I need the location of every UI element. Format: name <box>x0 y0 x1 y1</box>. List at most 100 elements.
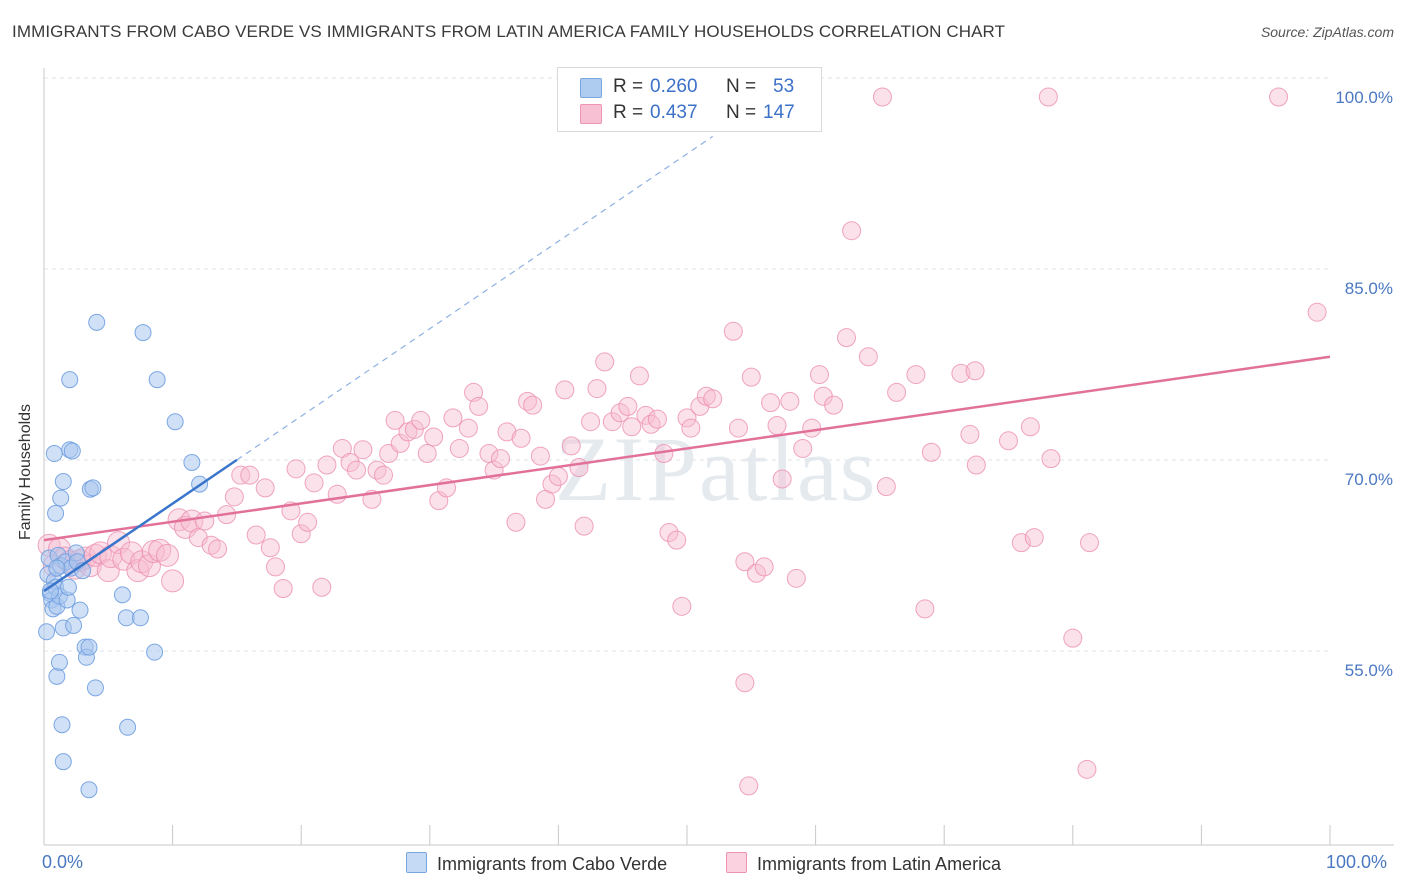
latin-america-point <box>141 540 165 564</box>
legend-r-value: 0.437 <box>650 102 698 123</box>
legend-swatch-pink <box>580 104 602 124</box>
latin-america-point <box>286 459 306 479</box>
cabo-verde-point <box>47 504 65 522</box>
latin-america-point <box>887 382 907 402</box>
latin-america-point <box>723 321 743 341</box>
latin-america-point <box>265 557 285 577</box>
legend-swatch-blue <box>580 78 602 98</box>
bottom-legend-label: Immigrants from Cabo Verde <box>437 854 668 874</box>
cabo-verde-point <box>183 453 201 471</box>
latin-america-point <box>636 405 656 425</box>
latin-america-point <box>1307 302 1327 322</box>
latin-america-point <box>872 87 892 107</box>
y-tick-label: 55.0% <box>1345 661 1393 680</box>
latin-america-point <box>464 382 484 402</box>
cabo-verde-point <box>61 371 79 389</box>
latin-america-point <box>622 417 642 437</box>
trend-line-cabo-verde <box>43 458 238 593</box>
x-tick-label-max: 100.0% <box>1326 852 1388 872</box>
latin-america-point <box>353 440 373 460</box>
series-latin-america-points <box>37 87 1327 796</box>
cabo-verde-point <box>50 653 68 671</box>
latin-america-point <box>317 455 337 475</box>
latin-america-point <box>915 599 935 619</box>
cabo-verde-point <box>52 489 70 507</box>
latin-america-point <box>569 458 589 478</box>
latin-america-point <box>780 391 800 411</box>
latin-america-point <box>491 449 511 469</box>
y-tick-labels: 55.0% 70.0% 85.0% 100.0% <box>1335 88 1393 680</box>
y-tick-label: 85.0% <box>1345 279 1393 298</box>
legend-n-value: 147 <box>763 102 795 123</box>
latin-america-point <box>346 460 366 480</box>
latin-america-point <box>1269 87 1289 107</box>
latin-america-point <box>548 466 568 486</box>
latin-america-point <box>155 543 179 567</box>
latin-america-point <box>424 427 444 447</box>
latin-america-point <box>999 431 1018 451</box>
cabo-verde-point <box>148 371 166 389</box>
cabo-verde-point <box>48 559 66 577</box>
latin-america-point <box>497 422 517 442</box>
latin-america-point <box>746 563 766 583</box>
latin-america-point <box>273 579 293 599</box>
latin-america-point <box>610 403 630 423</box>
cabo-verde-point <box>134 324 152 342</box>
latin-america-point <box>312 577 332 597</box>
latin-america-point <box>793 438 813 458</box>
latin-america-point <box>506 512 526 532</box>
latin-america-point <box>561 436 581 456</box>
latin-america-point <box>618 396 638 416</box>
latin-america-point <box>966 455 986 475</box>
latin-america-point <box>246 525 266 545</box>
cabo-verde-point <box>84 479 102 497</box>
gridlines <box>44 77 1330 652</box>
latin-america-point <box>677 408 697 428</box>
cabo-verde-point <box>166 413 184 431</box>
latin-america-point <box>581 412 601 432</box>
trend-line-cabo-verde-extension <box>236 135 714 461</box>
legend-n-label: N = <box>726 102 757 123</box>
bottom-legend-label: Immigrants from Latin America <box>757 854 1002 874</box>
latin-america-point <box>458 418 478 438</box>
bottom-legend-swatch-pink <box>726 852 747 873</box>
latin-america-point <box>112 547 136 571</box>
cabo-verde-point <box>131 609 149 627</box>
latin-america-point <box>291 524 311 544</box>
latin-america-point <box>511 428 531 448</box>
latin-america-point <box>951 363 971 383</box>
cabo-verde-point <box>54 473 72 491</box>
cabo-verde-point <box>65 616 83 634</box>
latin-america-point <box>411 410 431 430</box>
latin-america-point <box>161 569 185 593</box>
latin-america-point <box>772 469 792 489</box>
latin-america-point <box>960 424 980 444</box>
y-tick-label: 70.0% <box>1345 470 1393 489</box>
bottom-legend-cabo-verde: Immigrants from Cabo Verde <box>406 852 667 875</box>
y-tick-label: 100.0% <box>1335 88 1393 107</box>
latin-america-point <box>224 487 244 507</box>
latin-america-point <box>703 389 723 409</box>
watermark: ZIPatlas <box>555 418 878 520</box>
latin-america-point <box>208 539 228 559</box>
latin-america-point <box>518 391 538 411</box>
cabo-verde-point <box>41 582 59 600</box>
latin-america-point <box>965 361 985 381</box>
latin-america-point <box>728 418 748 438</box>
latin-america-point <box>417 444 437 464</box>
cabo-verde-point <box>88 313 106 331</box>
latin-america-point <box>641 414 661 434</box>
latin-america-point <box>542 474 562 494</box>
latin-america-point <box>824 395 844 415</box>
latin-america-point <box>767 416 787 436</box>
latin-america-point <box>523 395 543 415</box>
latin-america-point <box>741 367 761 387</box>
cabo-verde-point <box>48 667 66 685</box>
latin-america-point <box>298 512 318 532</box>
cabo-verde-point <box>71 601 89 619</box>
latin-america-point <box>1020 417 1040 437</box>
cabo-verde-point <box>80 781 98 799</box>
latin-america-point <box>1080 533 1100 553</box>
latin-america-point <box>255 478 275 498</box>
cabo-verde-point <box>59 578 77 596</box>
